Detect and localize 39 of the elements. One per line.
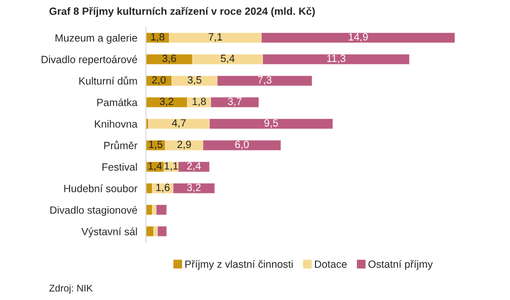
y-tick-label: Kulturní dům — [79, 76, 137, 85]
legend-label: Dotace — [315, 260, 347, 268]
data-label: 2,0 — [152, 76, 166, 85]
data-label: 1,6 — [156, 184, 170, 192]
data-label: 3,6 — [162, 54, 176, 64]
data-label: 2,4 — [187, 162, 201, 171]
data-label: 7,3 — [258, 76, 272, 85]
y-tick-label: Divadlo repertoárové — [42, 55, 138, 66]
y-tick-label: Festival — [102, 163, 137, 171]
data-label: 9,5 — [264, 119, 278, 128]
y-tick-label: Muzeum a galerie — [56, 34, 138, 44]
legend-label: Příjmy z vlastní činnosti — [185, 260, 293, 270]
y-tick-label: Průměr — [104, 140, 138, 150]
data-label: 7,1 — [208, 33, 222, 42]
y-tick-label: Divadlo stagionové — [50, 206, 138, 216]
data-label: 11,3 — [327, 54, 346, 64]
y-tick-label: Výstavní sál — [81, 228, 137, 238]
bar — [156, 204, 167, 216]
data-label: 3,2 — [160, 98, 174, 106]
data-label: 1,1 — [164, 162, 178, 171]
legend-label: Ostatní příjmy — [368, 260, 433, 270]
bar — [157, 226, 167, 237]
y-tick-label: Knihovna — [94, 120, 138, 128]
data-label: 14,9 — [348, 33, 368, 42]
data-label: 4,7 — [172, 119, 186, 128]
y-tick-label: Památka — [97, 98, 138, 106]
text: Zdroj: NIK — [49, 284, 93, 294]
data-label: 3,5 — [188, 76, 202, 85]
y-tick-label: Hudební soubor — [64, 184, 138, 192]
data-label: 1,8 — [192, 98, 206, 106]
data-label: 1,4 — [148, 162, 162, 171]
data-label: 3,7 — [228, 98, 242, 106]
data-label: 1,5 — [149, 140, 162, 150]
data-label: 1,8 — [151, 33, 164, 42]
data-label: 3,2 — [187, 184, 201, 192]
data-label: 2,9 — [177, 140, 191, 150]
data-label: 6,0 — [235, 140, 249, 150]
chart-title: Graf 8 Příjmy kulturních zařízení v roce 2024 (mld. Kč) — [49, 7, 315, 17]
data-label: 5,4 — [220, 54, 235, 64]
